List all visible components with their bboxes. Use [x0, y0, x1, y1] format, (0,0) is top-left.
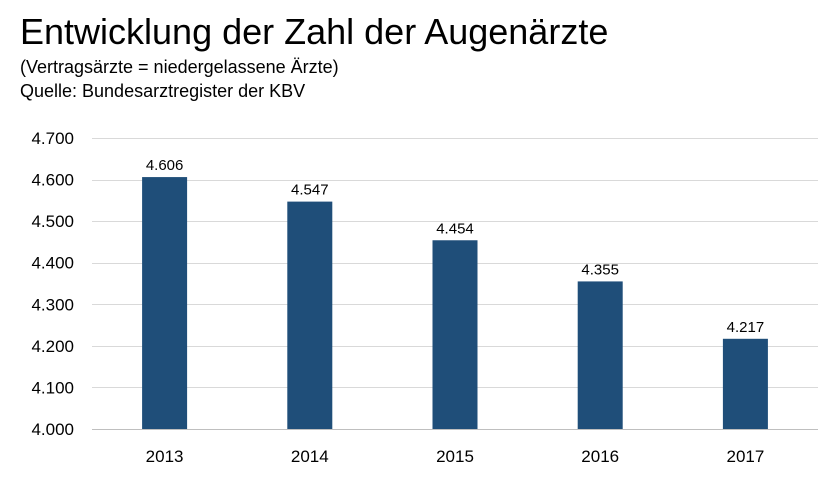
bars	[142, 177, 768, 429]
x-tick-label: 2014	[291, 447, 329, 466]
data-labels: 4.606 4.547 4.454 4.355 4.217	[146, 157, 764, 336]
data-label-2016: 4.355	[581, 261, 619, 278]
bar-2014	[287, 201, 333, 429]
y-tick-label: 4.200	[31, 337, 74, 356]
data-label-2013: 4.606	[146, 157, 184, 174]
data-label-2015: 4.454	[436, 220, 474, 237]
y-tick-label: 4.700	[31, 129, 74, 148]
chart-title: Entwicklung der Zahl der Augenärzte	[20, 11, 609, 52]
data-label-2014: 4.547	[291, 182, 329, 199]
data-label-2017: 4.217	[727, 319, 765, 336]
y-tick-label: 4.600	[31, 171, 74, 190]
bar-2015	[432, 240, 478, 429]
x-tick-label: 2016	[581, 447, 619, 466]
chart-source: Quelle: Bundesarztregister der KBV	[20, 81, 306, 101]
y-tick-label: 4.500	[31, 212, 74, 231]
x-axis-ticks: 2013 2014 2015 2016 2017	[146, 447, 765, 466]
bar-2013	[142, 177, 188, 429]
y-tick-label: 4.100	[31, 378, 74, 397]
y-tick-label: 4.300	[31, 295, 74, 314]
bar-2017	[722, 338, 768, 429]
bar-2016	[577, 281, 623, 429]
x-tick-label: 2015	[436, 447, 474, 466]
y-axis-ticks: 4.000 4.100 4.200 4.300 4.400 4.500 4.600 4.700	[31, 129, 74, 439]
x-tick-label: 2017	[726, 447, 764, 466]
y-tick-label: 4.400	[31, 254, 74, 273]
chart-subtitle: (Vertragsärzte = niedergelassene Ärzte)	[20, 57, 339, 77]
x-tick-label: 2013	[146, 447, 184, 466]
y-tick-label: 4.000	[31, 420, 74, 439]
